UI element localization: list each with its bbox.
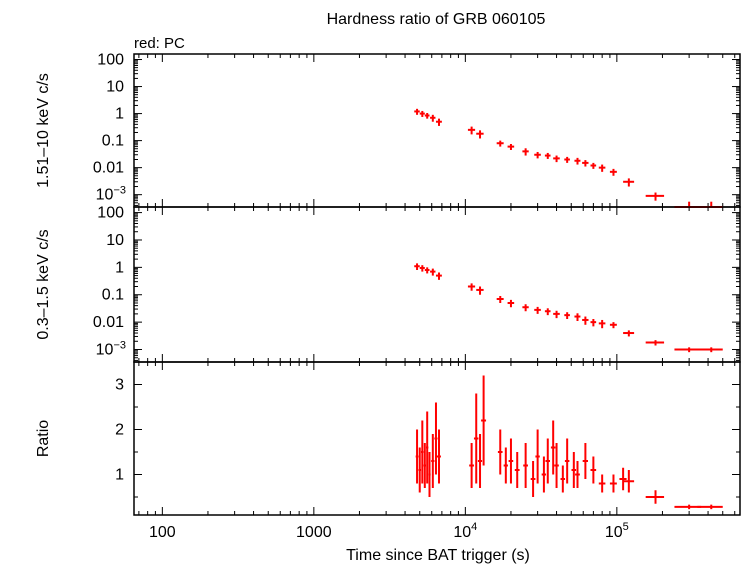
y-tick-label: 0.01 — [93, 160, 124, 177]
y-tick-label: 1 — [115, 467, 124, 484]
y-tick-label: 0.01 — [93, 314, 124, 331]
y-tick-label: 10 — [106, 79, 124, 96]
x-tick-label: 105 — [605, 521, 629, 541]
x-tick-label: 100 — [149, 524, 176, 541]
y-tick-label: 1 — [115, 259, 124, 276]
x-tick-label: 104 — [453, 521, 477, 541]
chart-title: Hardness ratio of GRB 060105 — [327, 11, 546, 28]
y-tick-label: 10−3 — [96, 340, 126, 359]
plot-frame — [133, 206, 741, 363]
y-axis-label: Ratio — [35, 420, 52, 457]
y-axis-label: 1.51–10 keV c/s — [35, 73, 52, 188]
legend-note: red: PC — [134, 35, 185, 52]
panel-middle: 100 10 1 0.1 0.01 10−3 0.3–1.5 keV c/s — [35, 205, 741, 363]
plot-frame — [133, 361, 741, 516]
plot-frame — [133, 53, 741, 208]
panel-bottom: 1 2 3 100 1000 104 105 Ratio — [35, 361, 741, 541]
y-axis-label: 0.3–1.5 keV c/s — [35, 229, 52, 339]
y-tick-label: 3 — [115, 377, 124, 394]
y-tick-label: 1 — [115, 106, 124, 123]
y-tick-label: 10−3 — [96, 185, 126, 204]
x-tick-label: 1000 — [296, 524, 332, 541]
y-tick-label: 10 — [106, 232, 124, 249]
y-tick-label: 2 — [115, 422, 124, 439]
y-tick-label: 0.1 — [102, 287, 124, 304]
y-tick-label: 0.1 — [102, 133, 124, 150]
y-tick-label: 100 — [97, 52, 124, 69]
y-tick-label: 100 — [97, 205, 124, 222]
x-axis-label: Time since BAT trigger (s) — [346, 547, 530, 564]
panel-top: 100 10 1 0.1 0.01 10−3 1.51–10 keV c/s — [35, 52, 741, 208]
